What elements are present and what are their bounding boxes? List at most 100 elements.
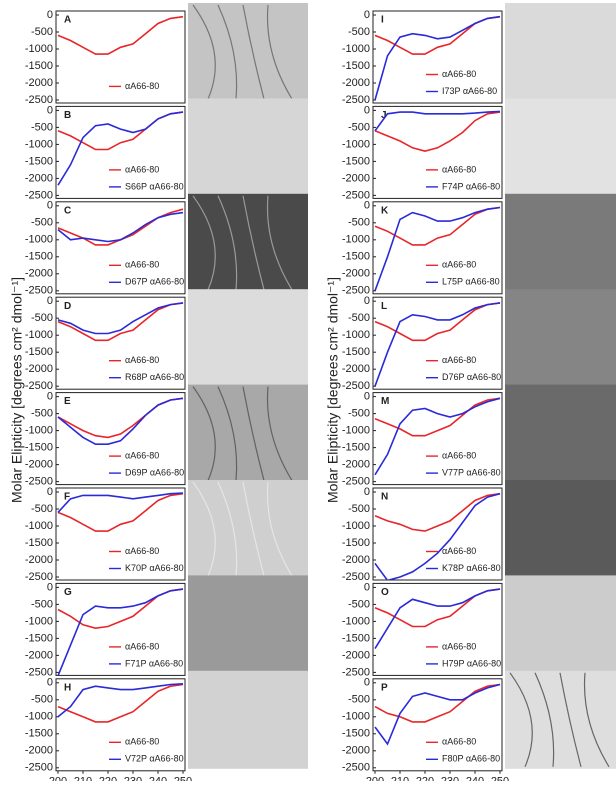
y-tick-label: 0 — [364, 104, 370, 116]
micrograph — [188, 575, 308, 674]
plot-frame — [55, 105, 186, 199]
legend-label: αA66-80 — [125, 164, 159, 174]
plot-frame — [372, 582, 503, 676]
micrograph — [188, 98, 308, 197]
legend-label: R68P αA66-80 — [125, 372, 184, 382]
fibril — [242, 386, 265, 481]
y-tick-label: -1000 — [342, 711, 370, 723]
micrograph — [505, 670, 616, 769]
y-tick-label: 0 — [47, 104, 53, 116]
y-tick-label: -1000 — [25, 138, 53, 150]
fibril — [509, 672, 533, 768]
legend-label: F74P αA66-80 — [442, 181, 500, 191]
x-tick-label: 250 — [174, 776, 192, 781]
legend-label: αA66-80 — [442, 260, 476, 270]
panel-letter: F — [64, 492, 70, 503]
y-tick-label: -2500 — [25, 94, 53, 106]
y-tick-label: -1500 — [342, 728, 370, 740]
legend-label: F71P αA66-80 — [125, 658, 183, 668]
y-tick-label: -2000 — [342, 459, 370, 471]
y-tick-label: -500 — [31, 503, 53, 515]
y-tick-label: -2500 — [342, 571, 370, 583]
y-tick-label: -1500 — [25, 346, 53, 358]
legend-label: αA66-80 — [125, 641, 159, 651]
y-tick-label: -1500 — [25, 155, 53, 167]
y-tick-label: -1000 — [342, 520, 370, 532]
y-tick-label: -1000 — [342, 43, 370, 55]
series-line — [374, 397, 501, 476]
y-tick-label: -1000 — [342, 425, 370, 437]
micrograph — [188, 384, 308, 483]
panel-letter: P — [381, 682, 388, 693]
y-axis-label: Molar Elipticity [degrees cm² dmol⁻¹] — [9, 277, 25, 503]
fibril — [217, 386, 238, 481]
fibril — [242, 195, 265, 290]
legend-label: D69P αA66-80 — [125, 467, 184, 477]
fibril — [192, 4, 216, 100]
series-line — [374, 302, 501, 387]
micrograph — [505, 480, 616, 578]
y-tick-label: -2500 — [342, 476, 370, 488]
panel-letter: N — [381, 492, 388, 503]
plot-frame — [372, 487, 503, 581]
series-line — [374, 15, 501, 101]
y-tick-label: -2000 — [25, 363, 53, 375]
y-tick-label: -1000 — [342, 138, 370, 150]
y-tick-label: -500 — [348, 26, 370, 38]
plot-frame — [55, 678, 186, 772]
series-line — [57, 588, 184, 676]
y-tick-label: -500 — [31, 694, 53, 706]
legend-label: αA66-80 — [125, 450, 159, 460]
series-line — [374, 492, 501, 532]
legend-label: αA66-80 — [442, 69, 476, 79]
y-tick-label: -500 — [31, 598, 53, 610]
series-line — [57, 397, 184, 445]
legend-label: αA66-80 — [442, 450, 476, 460]
series-line — [57, 683, 184, 718]
series-line — [374, 206, 501, 292]
fibril — [534, 672, 555, 767]
panel-letter: C — [64, 205, 71, 216]
fibril — [242, 4, 265, 100]
x-tick-label: 220 — [99, 776, 117, 781]
y-tick-label: -2000 — [342, 363, 370, 375]
y-tick-label: -2500 — [25, 762, 53, 774]
y-tick-label: -500 — [31, 312, 53, 324]
panel-letter: O — [381, 587, 389, 598]
x-tick-label: 230 — [124, 776, 142, 781]
plot-frame — [55, 10, 186, 104]
series-line — [57, 302, 184, 342]
fibril — [559, 672, 582, 767]
series-line — [374, 492, 501, 580]
y-tick-label: -2500 — [25, 189, 53, 201]
panel-letter: G — [64, 587, 72, 598]
legend-label: D67P αA66-80 — [125, 277, 184, 287]
series-line — [57, 492, 184, 532]
legend-label: H79P αA66-80 — [442, 658, 501, 668]
y-tick-label: -1500 — [25, 632, 53, 644]
micrograph — [505, 193, 616, 292]
plot-frame — [55, 296, 186, 390]
y-tick-label: -2500 — [342, 94, 370, 106]
micrograph — [188, 480, 308, 578]
legend-label: D76P αA66-80 — [442, 372, 501, 382]
y-tick-label: -2000 — [342, 745, 370, 757]
y-tick-label: -1500 — [342, 632, 370, 644]
series-line — [57, 211, 184, 243]
y-tick-label: -2500 — [25, 666, 53, 678]
micrograph — [188, 3, 308, 101]
legend-label: V72P αA66-80 — [125, 754, 184, 764]
y-tick-label: -500 — [31, 26, 53, 38]
series-line — [374, 110, 501, 132]
fibril — [242, 481, 265, 577]
y-tick-label: -2000 — [342, 77, 370, 89]
series-line — [57, 302, 184, 335]
y-tick-label: 0 — [364, 295, 370, 307]
y-tick-label: -1500 — [25, 60, 53, 72]
y-tick-label: -1000 — [25, 520, 53, 532]
y-tick-label: -1500 — [25, 728, 53, 740]
panel-letter: B — [64, 110, 71, 121]
micrograph — [505, 575, 616, 674]
y-tick-label: 0 — [47, 200, 53, 212]
